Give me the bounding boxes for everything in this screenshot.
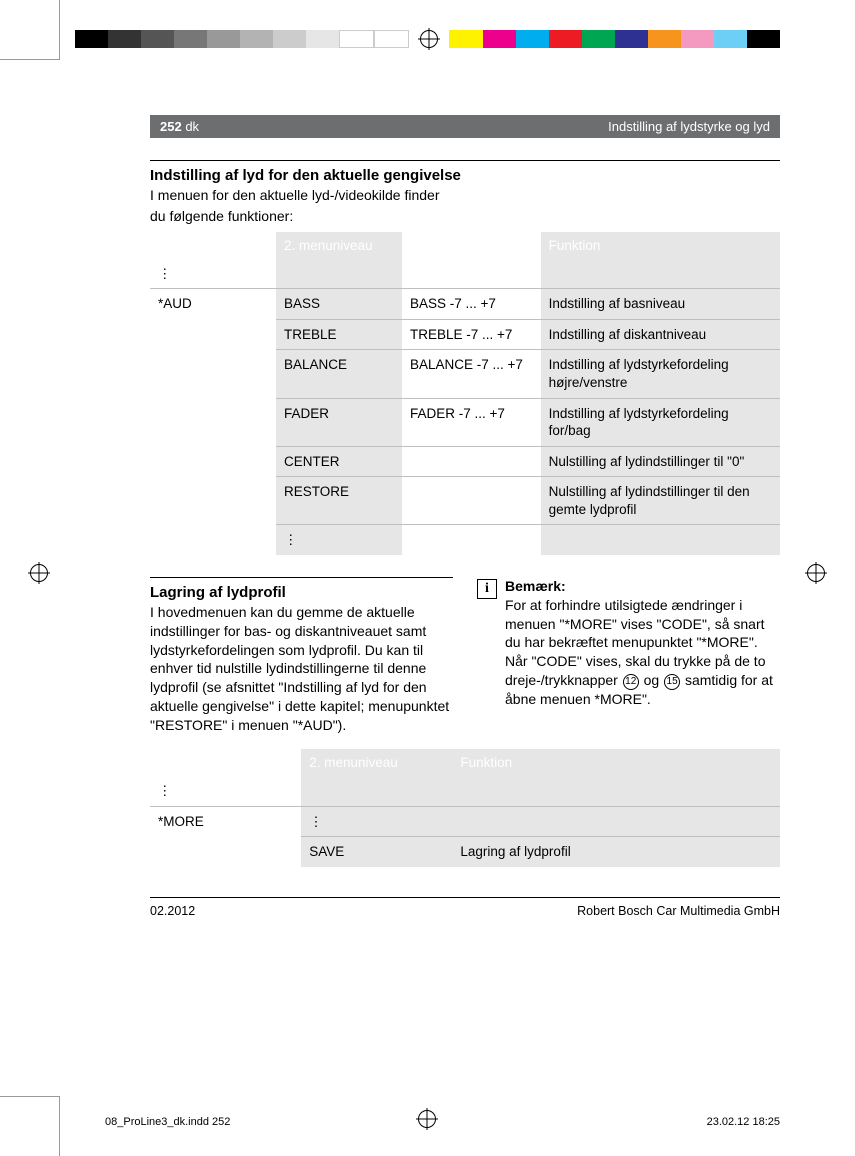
table-header: 1. menuniveau <box>150 232 276 259</box>
table-cell <box>452 806 780 837</box>
table-header: 3. menuniveau <box>402 232 541 259</box>
table-header: 1. menuniveau <box>150 749 301 776</box>
table-cell <box>301 776 452 806</box>
section-name: Indstilling af lydstyrke og lyd <box>608 119 770 134</box>
table-cell: RESTORE <box>276 477 402 525</box>
table-cell: TREBLE <box>276 319 402 350</box>
table-cell: TREBLE -7 ... +7 <box>402 319 541 350</box>
table-cell <box>276 259 402 289</box>
table-cell: FADER <box>276 398 402 446</box>
table-cell <box>402 446 541 477</box>
slug-file: 08_ProLine3_dk.indd 252 <box>105 1116 230 1128</box>
table-cell <box>402 477 541 525</box>
crop-mark-bottom-left <box>0 1096 60 1156</box>
h2-section-1: Indstilling af lyd for den aktuelle geng… <box>150 167 780 184</box>
page-footer: 02.2012 Robert Bosch Car Multimedia GmbH <box>150 904 780 918</box>
print-color-bar <box>75 30 780 48</box>
table-cell <box>452 776 780 806</box>
table-cell: ⋮ <box>150 776 301 806</box>
note-body: Bemærk: For at forhindre utilsigtede ænd… <box>505 577 780 709</box>
lead-1b: du følgende funktioner: <box>150 207 780 226</box>
body-2: I hovedmenuen kan du gemme de aktuelle i… <box>150 603 453 735</box>
table-cell <box>150 446 276 477</box>
table-cell <box>150 350 276 398</box>
table-cell <box>402 525 541 555</box>
table-header: Funktion <box>541 232 780 259</box>
menu-table-aud: 1. menuniveau2. menuniveau3. menuniveauF… <box>150 232 780 555</box>
page-content: 252 dk Indstilling af lydstyrke og lyd I… <box>150 115 780 1081</box>
running-header: 252 dk Indstilling af lydstyrke og lyd <box>150 115 780 138</box>
table-cell: SAVE <box>301 837 452 867</box>
footer-date: 02.2012 <box>150 904 195 918</box>
table-cell: Indstilling af diskantniveau <box>541 319 780 350</box>
table-header: Funktion <box>452 749 780 776</box>
registration-mark-right <box>807 564 825 582</box>
table-cell: *AUD <box>150 289 276 320</box>
table-cell <box>541 525 780 555</box>
info-icon: i <box>477 579 497 599</box>
table-cell: FADER -7 ... +7 <box>402 398 541 446</box>
table-cell <box>150 477 276 525</box>
page-number: 252 dk <box>160 119 199 134</box>
table-cell: BASS <box>276 289 402 320</box>
registration-mark-left <box>30 564 48 582</box>
table-cell: Indstilling af lydstyrkefordeling højre/… <box>541 350 780 398</box>
h2-section-2: Lagring af lydprofil <box>150 584 453 601</box>
table-cell <box>150 319 276 350</box>
col-right: i Bemærk: For at forhindre utilsigtede æ… <box>477 577 780 735</box>
slug-time: 23.02.12 18:25 <box>707 1116 780 1128</box>
table-cell: CENTER <box>276 446 402 477</box>
lead-1a: I menuen for den aktuelle lyd-/videokild… <box>150 186 780 205</box>
table-cell <box>402 259 541 289</box>
knob-ref-12: 12 <box>623 674 639 690</box>
footer-divider <box>150 897 780 898</box>
table-cell: Lagring af lydprofil <box>452 837 780 867</box>
table-cell: BALANCE <box>276 350 402 398</box>
imposition-slug: 08_ProLine3_dk.indd 252 23.02.12 18:25 <box>105 1116 780 1128</box>
col-left: Lagring af lydprofil I hovedmenuen kan d… <box>150 577 453 735</box>
table-cell: ⋮ <box>150 259 276 289</box>
table-header: 2. menuniveau <box>276 232 402 259</box>
table-cell <box>150 398 276 446</box>
table-cell <box>150 525 276 555</box>
knob-ref-15: 15 <box>664 674 680 690</box>
table-cell: ⋮ <box>276 525 402 555</box>
table-cell: Indstilling af lydstyrkefordeling for/ba… <box>541 398 780 446</box>
table-cell: BALANCE -7 ... +7 <box>402 350 541 398</box>
table-cell: Nulstilling af lydindstillinger til "0" <box>541 446 780 477</box>
crop-mark-top-left <box>0 0 60 60</box>
table-cell <box>150 837 301 867</box>
table-header: 2. menuniveau <box>301 749 452 776</box>
divider <box>150 160 780 161</box>
footer-publisher: Robert Bosch Car Multimedia GmbH <box>577 904 780 918</box>
table-cell: *MORE <box>150 806 301 837</box>
table-cell: BASS -7 ... +7 <box>402 289 541 320</box>
table-cell <box>541 259 780 289</box>
table-cell: Indstilling af basniveau <box>541 289 780 320</box>
menu-table-more: 1. menuniveau2. menuniveauFunktion ⋮*MOR… <box>150 749 780 867</box>
table-cell: ⋮ <box>301 806 452 837</box>
table-cell: Nulstilling af lydindstillinger til den … <box>541 477 780 525</box>
divider <box>150 577 453 578</box>
